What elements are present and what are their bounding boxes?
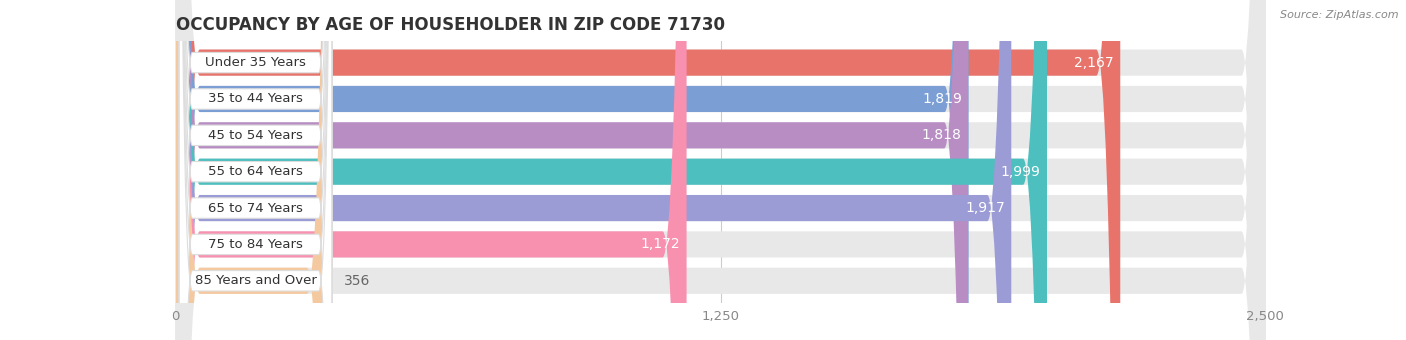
FancyBboxPatch shape bbox=[176, 0, 1265, 340]
Text: 75 to 84 Years: 75 to 84 Years bbox=[208, 238, 302, 251]
FancyBboxPatch shape bbox=[179, 0, 332, 340]
Text: 1,819: 1,819 bbox=[922, 92, 962, 106]
Text: 356: 356 bbox=[344, 274, 370, 288]
Text: Source: ZipAtlas.com: Source: ZipAtlas.com bbox=[1281, 10, 1399, 20]
Text: 45 to 54 Years: 45 to 54 Years bbox=[208, 129, 302, 142]
FancyBboxPatch shape bbox=[176, 0, 1121, 340]
FancyBboxPatch shape bbox=[176, 0, 1265, 340]
Text: 35 to 44 Years: 35 to 44 Years bbox=[208, 92, 302, 105]
FancyBboxPatch shape bbox=[176, 0, 330, 340]
Text: 1,917: 1,917 bbox=[965, 201, 1005, 215]
FancyBboxPatch shape bbox=[179, 0, 332, 340]
Text: 1,999: 1,999 bbox=[1001, 165, 1040, 179]
FancyBboxPatch shape bbox=[179, 0, 332, 340]
FancyBboxPatch shape bbox=[179, 0, 332, 340]
Text: OCCUPANCY BY AGE OF HOUSEHOLDER IN ZIP CODE 71730: OCCUPANCY BY AGE OF HOUSEHOLDER IN ZIP C… bbox=[176, 16, 724, 34]
FancyBboxPatch shape bbox=[176, 0, 1047, 340]
FancyBboxPatch shape bbox=[179, 0, 332, 340]
FancyBboxPatch shape bbox=[176, 0, 1011, 340]
FancyBboxPatch shape bbox=[176, 0, 1265, 340]
Text: 2,167: 2,167 bbox=[1074, 56, 1114, 70]
Text: 85 Years and Over: 85 Years and Over bbox=[194, 274, 316, 287]
Text: 65 to 74 Years: 65 to 74 Years bbox=[208, 202, 302, 215]
FancyBboxPatch shape bbox=[176, 0, 1265, 340]
Text: 1,818: 1,818 bbox=[922, 128, 962, 142]
Text: 55 to 64 Years: 55 to 64 Years bbox=[208, 165, 302, 178]
FancyBboxPatch shape bbox=[179, 0, 332, 340]
FancyBboxPatch shape bbox=[179, 0, 332, 340]
FancyBboxPatch shape bbox=[176, 0, 969, 340]
FancyBboxPatch shape bbox=[176, 0, 1265, 340]
FancyBboxPatch shape bbox=[176, 0, 1265, 340]
FancyBboxPatch shape bbox=[176, 0, 969, 340]
FancyBboxPatch shape bbox=[176, 0, 686, 340]
Text: 1,172: 1,172 bbox=[640, 237, 681, 251]
FancyBboxPatch shape bbox=[176, 0, 1265, 340]
Text: Under 35 Years: Under 35 Years bbox=[205, 56, 307, 69]
